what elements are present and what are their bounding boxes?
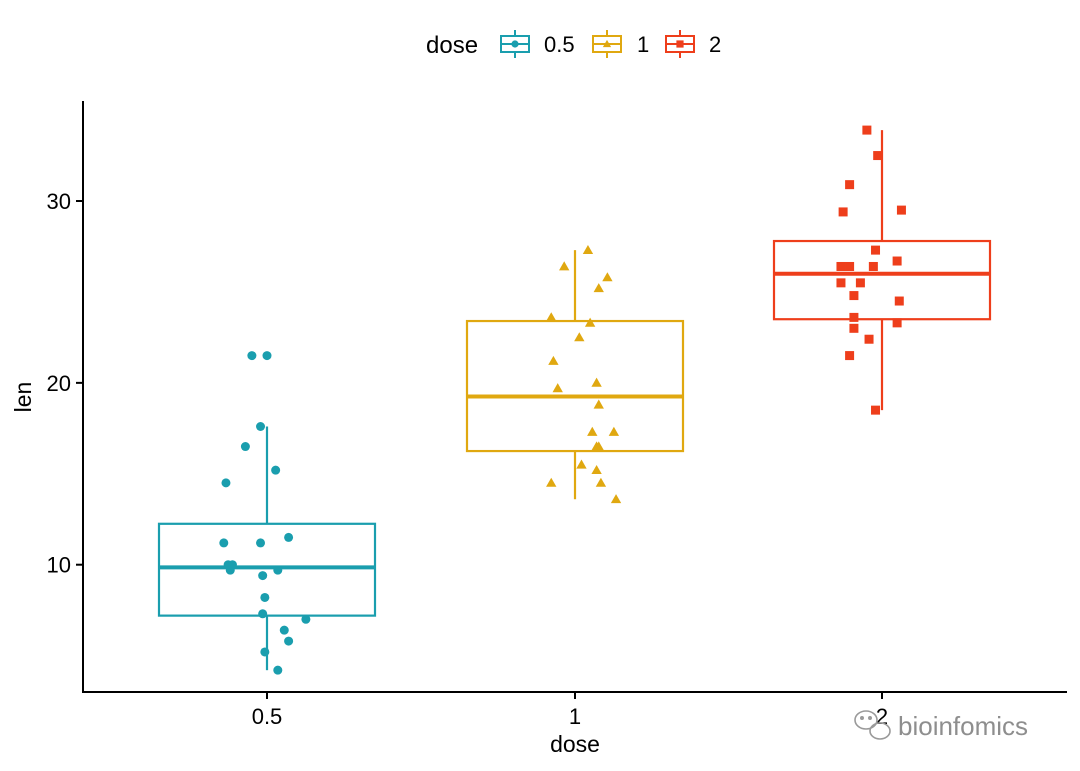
data-point — [273, 665, 283, 675]
data-point — [256, 538, 266, 548]
data-point — [610, 494, 622, 504]
data-point — [591, 464, 602, 475]
data-point — [845, 261, 855, 271]
data-point — [260, 592, 270, 602]
legend: dose 0.5 1 2 — [426, 30, 721, 59]
data-point — [584, 317, 596, 327]
data-point — [271, 465, 281, 475]
legend-key-2 — [665, 30, 695, 58]
data-point — [576, 459, 587, 469]
data-point — [593, 399, 604, 409]
box — [157, 522, 377, 617]
data-point — [284, 636, 294, 646]
data-point — [849, 312, 859, 322]
legend-key-1 — [592, 30, 622, 58]
data-point — [546, 312, 557, 322]
data-point — [602, 272, 613, 282]
data-point — [845, 180, 855, 190]
data-point — [855, 278, 865, 288]
data-point — [273, 565, 283, 575]
x-axis-title: dose — [550, 731, 600, 757]
data-point — [574, 332, 585, 342]
legend-key-marker — [511, 40, 519, 48]
data-point — [546, 477, 557, 487]
data-point — [849, 291, 859, 301]
data-point — [591, 377, 602, 387]
legend-label: 2 — [709, 32, 721, 57]
box-group-0.5 — [157, 351, 377, 675]
data-point — [896, 205, 906, 215]
box — [772, 239, 992, 321]
data-point — [260, 647, 270, 657]
data-point — [593, 441, 604, 451]
wechat-icon — [854, 710, 891, 740]
data-point — [845, 351, 855, 361]
legend-key-marker — [602, 39, 612, 48]
data-point — [559, 261, 570, 271]
data-point — [864, 334, 874, 344]
data-point — [582, 244, 594, 254]
data-point — [258, 571, 268, 581]
box-group-1 — [465, 244, 685, 504]
data-point — [262, 351, 272, 361]
data-point — [892, 318, 902, 328]
data-point — [225, 565, 235, 575]
data-point — [279, 625, 289, 635]
data-point — [873, 151, 883, 161]
data-point — [838, 207, 848, 217]
data-point — [849, 323, 859, 333]
data-point — [894, 296, 904, 306]
data-point — [871, 405, 881, 415]
box — [465, 319, 685, 453]
y-tick-label: 10 — [47, 553, 71, 578]
y-tick-label: 30 — [47, 189, 71, 214]
data-point — [240, 442, 250, 452]
legend-label: 1 — [637, 32, 649, 57]
data-point — [608, 426, 620, 436]
y-tick-label: 20 — [47, 371, 71, 396]
legend-title: dose — [426, 32, 478, 59]
plot-area — [157, 125, 992, 675]
data-point — [836, 261, 846, 271]
data-point — [587, 426, 598, 436]
legend-key-marker — [676, 40, 684, 48]
data-point — [256, 422, 266, 432]
data-point — [258, 609, 268, 619]
data-point — [868, 261, 878, 271]
data-point — [892, 256, 902, 266]
x-tick-label: 1 — [569, 704, 581, 729]
y-axis-title: len — [10, 382, 36, 413]
watermark-text: bioinfomics — [898, 711, 1028, 741]
data-point — [301, 614, 311, 624]
legend-key-0.5 — [500, 30, 530, 58]
data-point — [862, 125, 872, 135]
watermark: bioinfomics — [854, 710, 1028, 741]
data-point — [284, 532, 294, 542]
box-group-2 — [772, 125, 992, 415]
data-point — [552, 383, 563, 393]
data-point — [219, 538, 229, 548]
x-tick-label: 0.5 — [252, 704, 283, 729]
data-point — [836, 278, 846, 288]
data-point — [221, 478, 231, 488]
data-point — [593, 283, 604, 293]
data-point — [595, 477, 607, 487]
data-point — [247, 351, 257, 361]
data-point — [871, 245, 881, 255]
legend-label: 0.5 — [544, 32, 575, 57]
data-point — [548, 355, 559, 365]
